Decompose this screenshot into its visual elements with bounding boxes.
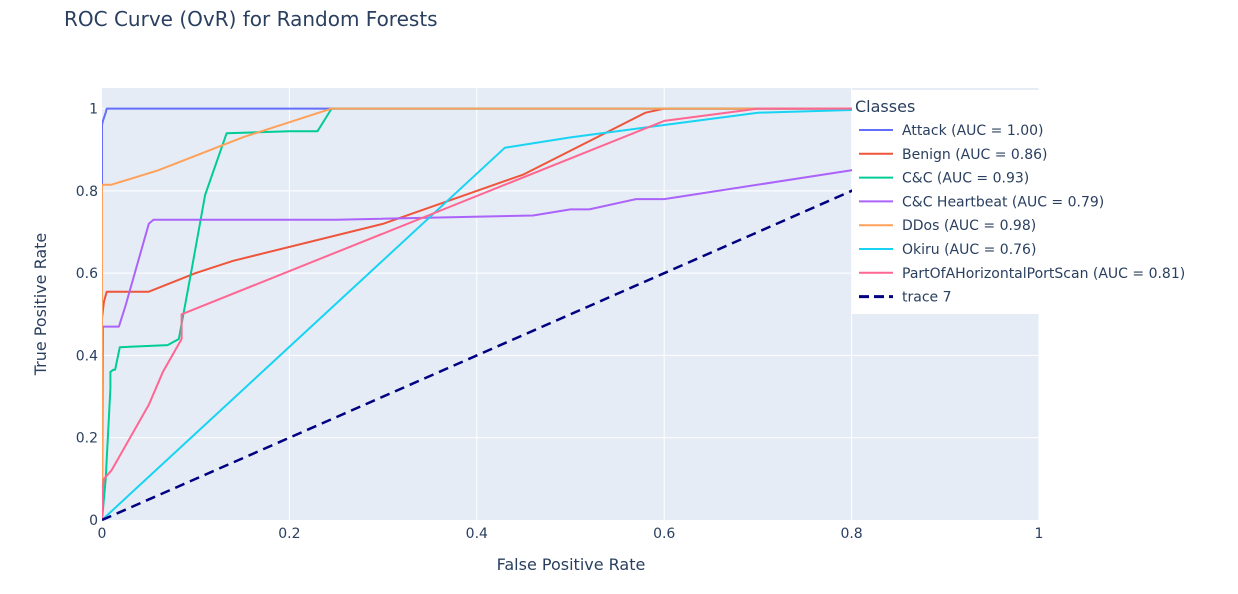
x-tick-label: 0.8 (840, 526, 862, 542)
legend-item[interactable]: Benign (AUC = 0.86) (859, 147, 1048, 163)
y-tick-label: 0.8 (76, 184, 98, 200)
y-tick-label: 0.6 (76, 266, 98, 282)
legend-item[interactable]: PartOfAHorizontalPortScan (AUC = 0.81) (859, 266, 1185, 282)
legend-label: PartOfAHorizontalPortScan (AUC = 0.81) (902, 266, 1185, 282)
y-tick-label: 1 (89, 102, 98, 118)
legend-label: Okiru (AUC = 0.76) (902, 242, 1036, 258)
y-axis-label: True Positive Rate (31, 233, 50, 377)
legend-item[interactable]: Attack (AUC = 1.00) (859, 123, 1043, 139)
x-tick-label: 0.6 (653, 526, 675, 542)
legend[interactable]: Classes Attack (AUC = 1.00) Benign (AUC =… (852, 90, 1185, 314)
series-line-cc (102, 107, 1039, 521)
x-tick-label: 1 (1035, 526, 1044, 542)
legend-label: Benign (AUC = 0.86) (902, 147, 1048, 163)
series-line-attack (102, 107, 1039, 520)
y-tick-label: 0.2 (76, 431, 98, 447)
y-tick-label: 0 (89, 513, 98, 529)
legend-item[interactable]: DDos (AUC = 0.98) (859, 218, 1036, 234)
x-axis-ticks: 0 0.2 0.4 0.6 0.8 1 (98, 526, 1044, 542)
legend-label: Attack (AUC = 1.00) (902, 123, 1043, 139)
y-axis-ticks: 0 0.2 0.4 0.6 0.8 1 (76, 102, 98, 529)
legend-item[interactable]: Okiru (AUC = 0.76) (859, 242, 1036, 258)
legend-label: trace 7 (902, 290, 952, 306)
x-axis-label: False Positive Rate (497, 555, 646, 574)
x-tick-label: 0.2 (278, 526, 300, 542)
legend-item[interactable]: trace 7 (859, 290, 952, 306)
legend-label: C&C (AUC = 0.93) (902, 171, 1029, 187)
legend-item[interactable]: C&C Heartbeat (AUC = 0.79) (859, 194, 1104, 210)
legend-item[interactable]: C&C (AUC = 0.93) (859, 171, 1029, 187)
legend-label: C&C Heartbeat (AUC = 0.79) (902, 194, 1104, 210)
series-line-ddos (102, 107, 1039, 520)
x-tick-label: 0 (98, 526, 107, 542)
chart-title: ROC Curve (OvR) for Random Forests (64, 7, 438, 31)
legend-title: Classes (855, 97, 915, 116)
y-tick-label: 0.4 (76, 348, 98, 364)
series-line-cc (102, 107, 1039, 521)
legend-label: DDos (AUC = 0.98) (902, 218, 1036, 234)
x-tick-label: 0.4 (466, 526, 488, 542)
series-line-partofahorizontalportscan (102, 107, 1039, 521)
